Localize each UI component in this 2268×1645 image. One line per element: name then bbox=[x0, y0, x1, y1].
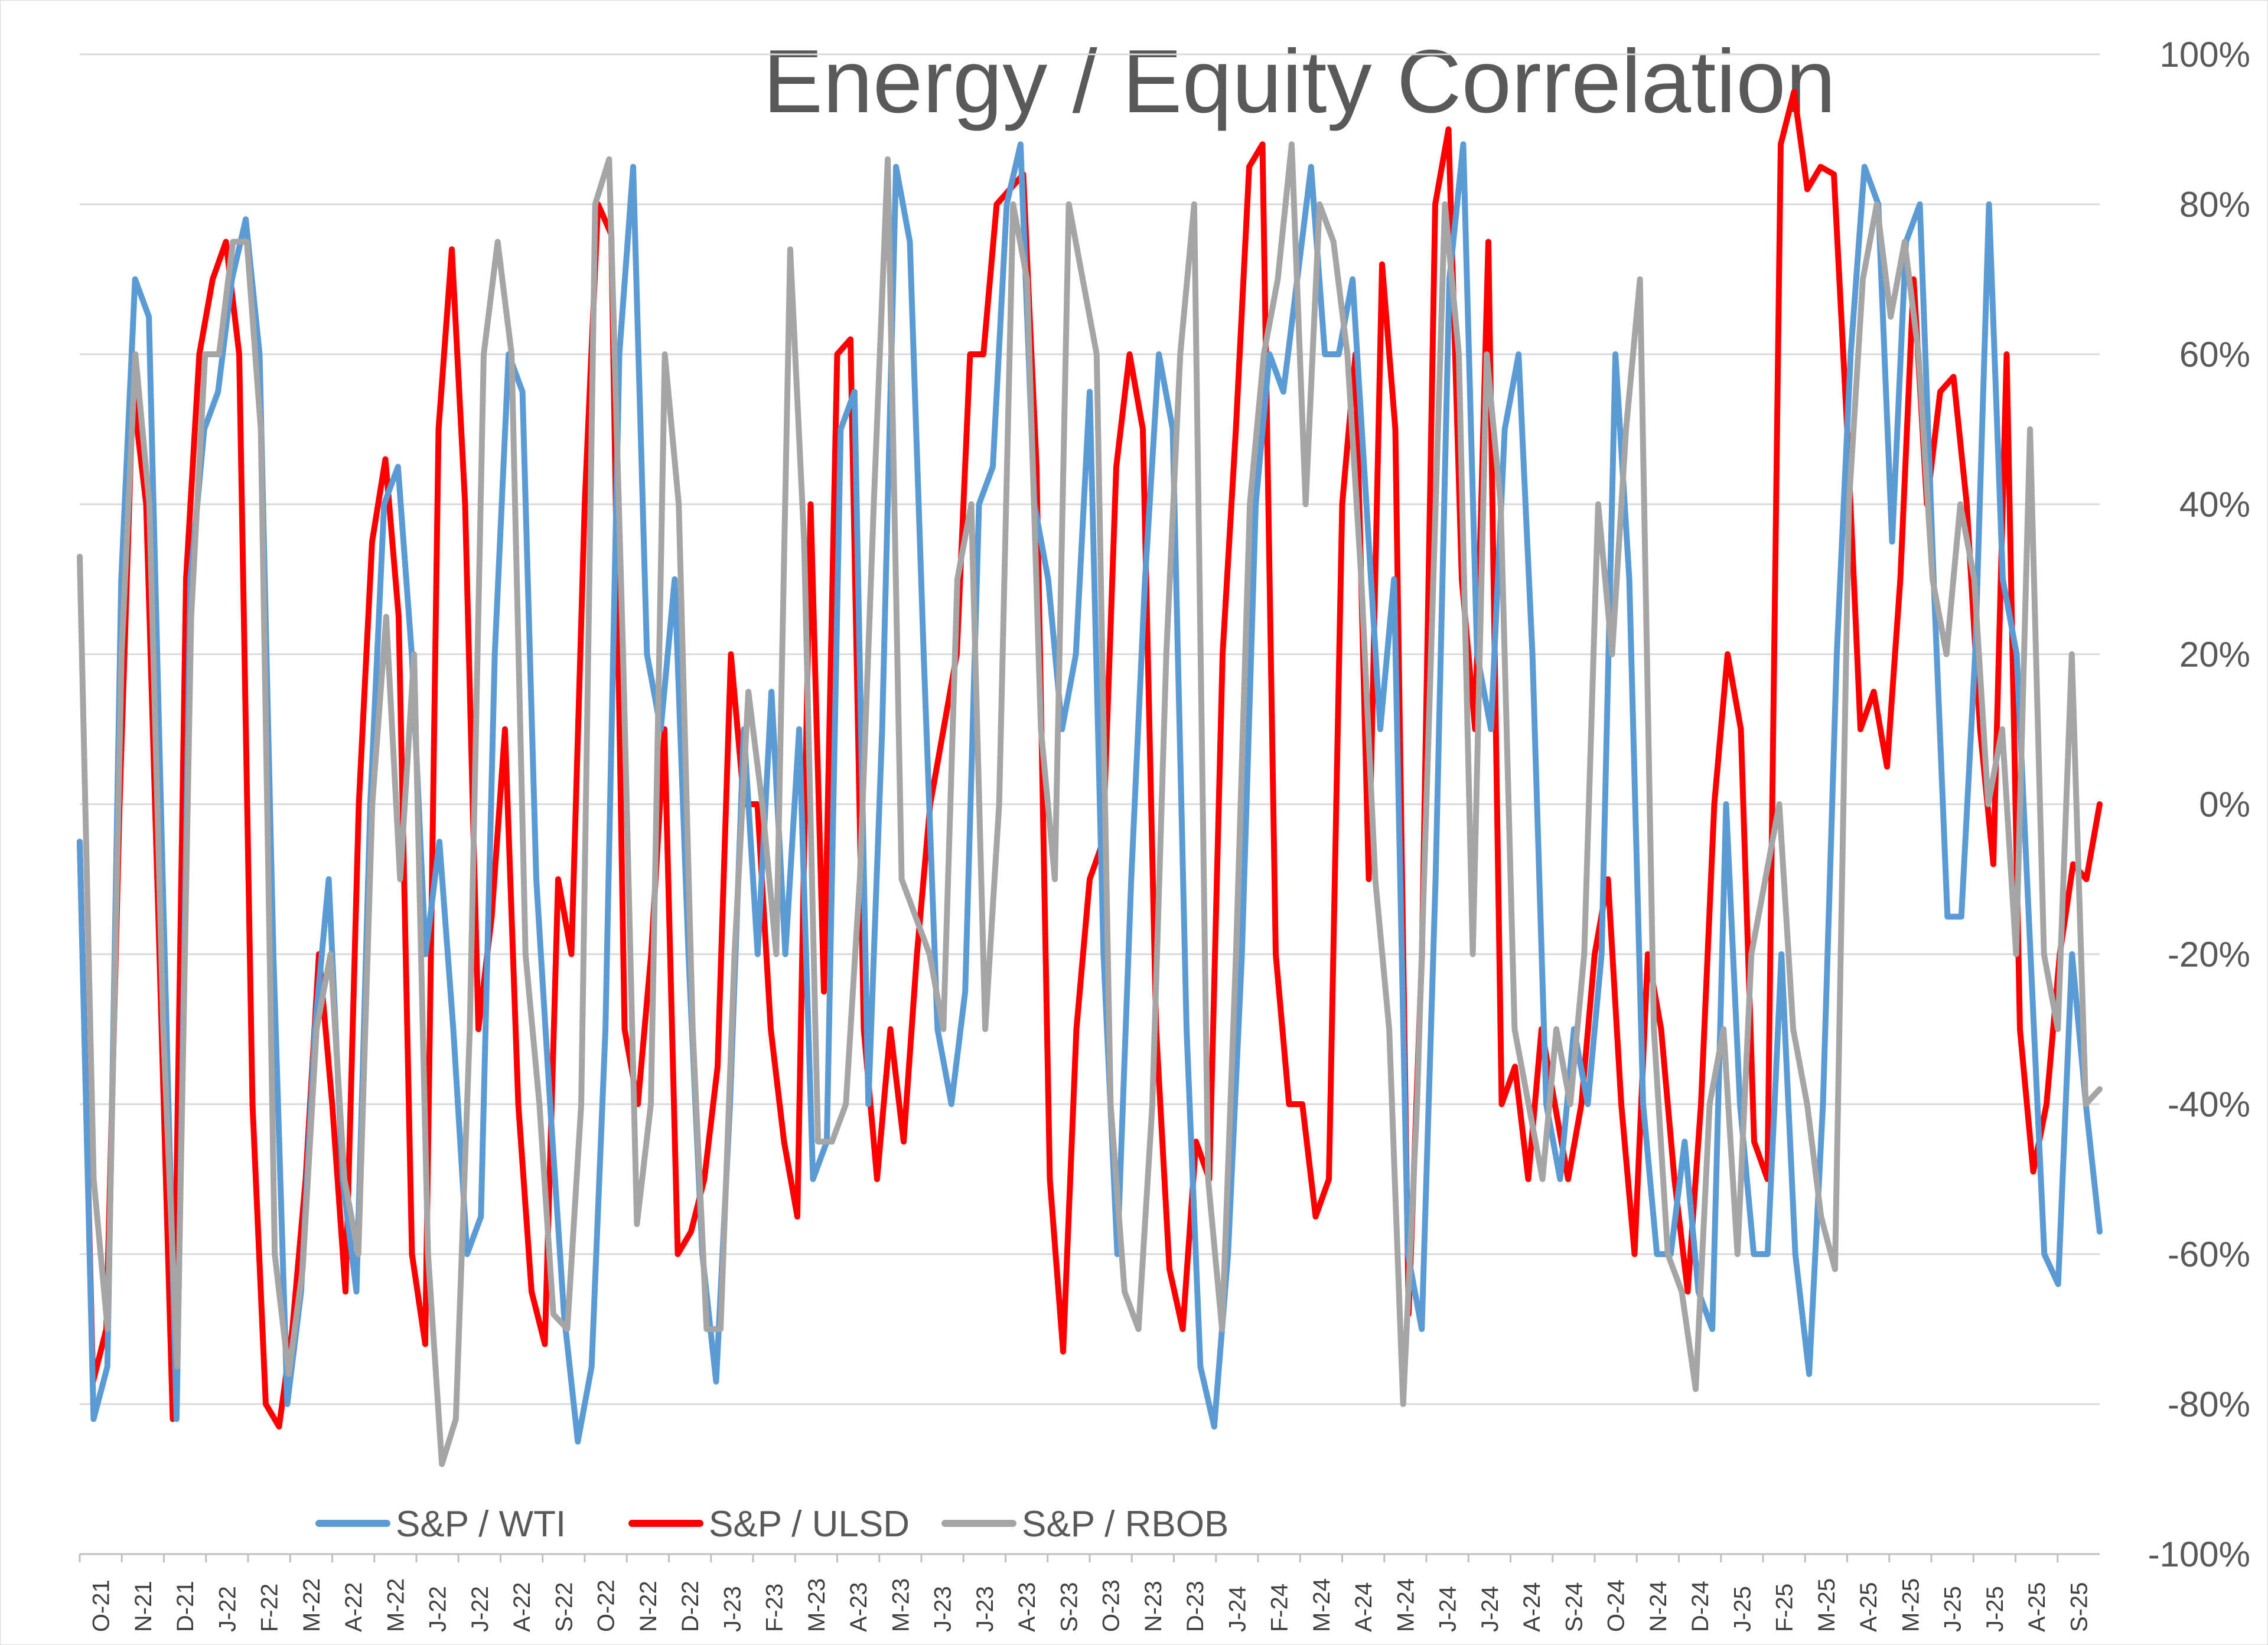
x-tick-label: J-24 bbox=[1435, 1586, 1461, 1632]
y-axis-tick-labels: 100% 80% 60% 40% 20% 0% -20% -40% -60% -80% -100% bbox=[2148, 35, 2250, 1574]
x-tick-label: M-24 bbox=[1309, 1578, 1335, 1632]
y-tick-label: 80% bbox=[2179, 185, 2250, 224]
chart-title: Energy / Equity Correlation bbox=[763, 31, 1836, 132]
x-tick-label: M-23 bbox=[888, 1578, 914, 1632]
y-tick-label: 20% bbox=[2179, 635, 2250, 674]
legend[interactable]: S&P / WTI S&P / ULSD S&P / RBOB bbox=[315, 1504, 1228, 1545]
x-tick-label: A-24 bbox=[1519, 1582, 1545, 1633]
y-tick-label: 0% bbox=[2199, 785, 2250, 824]
x-tick-label: O-24 bbox=[1604, 1579, 1630, 1632]
x-tick-label: A-23 bbox=[1014, 1582, 1040, 1633]
x-tick-label: D-23 bbox=[1182, 1581, 1208, 1632]
gridlines bbox=[80, 53, 2100, 1405]
x-tick-label: D-22 bbox=[677, 1581, 703, 1632]
series-line-s-p-wti bbox=[77, 141, 2103, 1445]
x-tick-label: F-23 bbox=[762, 1584, 788, 1632]
y-tick-label: -20% bbox=[2168, 935, 2250, 974]
x-tick-label: J-24 bbox=[1224, 1586, 1250, 1632]
x-tick-label: A-22 bbox=[509, 1582, 535, 1633]
x-tick-label: N-22 bbox=[636, 1581, 662, 1632]
x-tick-label: M-25 bbox=[1898, 1578, 1924, 1632]
y-tick-label: 40% bbox=[2179, 485, 2250, 524]
y-tick-label: -60% bbox=[2168, 1235, 2250, 1274]
y-tick-label: -100% bbox=[2148, 1535, 2250, 1574]
x-tick-label: O-21 bbox=[89, 1579, 115, 1632]
x-tick-label: A-23 bbox=[846, 1582, 872, 1633]
x-tick-label: D-24 bbox=[1687, 1581, 1713, 1632]
x-tick-label: S-24 bbox=[1561, 1582, 1587, 1633]
x-tick-label: O-22 bbox=[594, 1579, 620, 1632]
x-tick-label: J-25 bbox=[1982, 1586, 2008, 1632]
x-tick-label: J-22 bbox=[467, 1586, 493, 1632]
x-tick-label: M-23 bbox=[804, 1578, 830, 1632]
legend-label-s-p-rbob: S&P / RBOB bbox=[1022, 1504, 1228, 1545]
x-tick-label: A-22 bbox=[341, 1582, 367, 1633]
x-tick-label: A-25 bbox=[2024, 1582, 2050, 1633]
x-tick-label: M-22 bbox=[299, 1578, 325, 1632]
y-tick-label: 100% bbox=[2160, 35, 2250, 74]
series-line-s-p-ulsd bbox=[77, 89, 2103, 1430]
series-lines bbox=[77, 89, 2103, 1467]
x-tick-label: J-22 bbox=[425, 1586, 451, 1632]
x-tick-label: J-25 bbox=[1940, 1586, 1966, 1632]
x-tick-label: N-23 bbox=[1140, 1581, 1166, 1632]
x-tick-label: M-25 bbox=[1814, 1578, 1840, 1632]
x-tick-label: S-22 bbox=[551, 1582, 577, 1633]
x-tick-label: J-23 bbox=[972, 1586, 998, 1632]
legend-label-s-p-ulsd: S&P / ULSD bbox=[709, 1504, 910, 1545]
x-axis-tick-labels: O-21 N-21 D-21 J-22 F-22 M-22 A-22 M-22 J-22 J-22… bbox=[79, 1554, 2092, 1633]
x-tick-label: M-24 bbox=[1393, 1578, 1419, 1632]
x-tick-label: N-21 bbox=[131, 1581, 157, 1632]
y-tick-label: -40% bbox=[2168, 1085, 2250, 1124]
x-tick-label: D-21 bbox=[172, 1581, 198, 1632]
x-tick-label: N-24 bbox=[1645, 1581, 1671, 1632]
legend-label-s-p-wti: S&P / WTI bbox=[396, 1504, 566, 1545]
x-tick-label: A-24 bbox=[1351, 1582, 1377, 1633]
x-tick-label: F-25 bbox=[1772, 1584, 1798, 1632]
x-tick-label: J-23 bbox=[719, 1586, 745, 1632]
x-tick-label: S-25 bbox=[2066, 1582, 2092, 1633]
x-tick-label: F-22 bbox=[257, 1584, 283, 1632]
x-tick-label: F-24 bbox=[1267, 1584, 1293, 1632]
x-tick-label: S-23 bbox=[1056, 1582, 1082, 1633]
y-tick-label: -80% bbox=[2168, 1385, 2250, 1424]
x-tick-label: J-25 bbox=[1729, 1586, 1755, 1632]
series-line-s-p-rbob bbox=[77, 141, 2103, 1467]
y-tick-label: 60% bbox=[2179, 335, 2250, 374]
x-tick-label: J-22 bbox=[214, 1586, 240, 1632]
x-tick-label: O-23 bbox=[1099, 1579, 1125, 1632]
x-tick-label: A-25 bbox=[1856, 1582, 1882, 1633]
x-tick-label: M-22 bbox=[383, 1578, 409, 1632]
x-tick-label: J-23 bbox=[930, 1586, 956, 1632]
x-tick-label: J-24 bbox=[1477, 1586, 1503, 1632]
